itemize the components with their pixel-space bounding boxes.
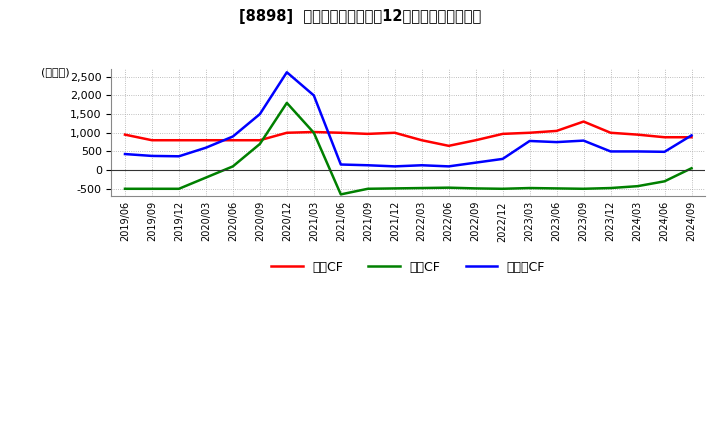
営業CF	[256, 138, 264, 143]
フリーCF	[498, 156, 507, 161]
フリーCF	[660, 149, 669, 154]
投資CF	[660, 179, 669, 184]
投資CF	[336, 192, 345, 197]
営業CF	[310, 129, 318, 135]
Line: フリーCF: フリーCF	[125, 72, 691, 166]
営業CF	[552, 128, 561, 133]
フリーCF	[310, 93, 318, 98]
営業CF	[175, 138, 184, 143]
フリーCF	[390, 164, 399, 169]
フリーCF	[472, 160, 480, 165]
営業CF	[472, 138, 480, 143]
フリーCF	[256, 111, 264, 117]
営業CF	[390, 130, 399, 136]
投資CF	[580, 186, 588, 191]
フリーCF	[580, 138, 588, 143]
フリーCF	[282, 70, 291, 75]
投資CF	[121, 186, 130, 191]
投資CF	[228, 164, 237, 169]
投資CF	[364, 186, 372, 191]
営業CF	[633, 132, 642, 137]
フリーCF	[336, 162, 345, 167]
営業CF	[228, 138, 237, 143]
営業CF	[121, 132, 130, 137]
投資CF	[148, 186, 156, 191]
投資CF	[633, 183, 642, 189]
投資CF	[606, 185, 615, 191]
フリーCF	[121, 151, 130, 157]
営業CF	[526, 130, 534, 136]
投資CF	[526, 185, 534, 191]
営業CF	[687, 135, 696, 140]
営業CF	[660, 135, 669, 140]
フリーCF	[364, 163, 372, 168]
投資CF	[552, 186, 561, 191]
投資CF	[444, 185, 453, 191]
Text: [8898]  キャッシュフローの12か月移動合計の推移: [8898] キャッシュフローの12か月移動合計の推移	[239, 9, 481, 24]
営業CF	[580, 119, 588, 124]
Line: 営業CF: 営業CF	[125, 121, 691, 146]
営業CF	[444, 143, 453, 148]
フリーCF	[687, 133, 696, 138]
投資CF	[282, 100, 291, 106]
フリーCF	[444, 164, 453, 169]
営業CF	[418, 138, 426, 143]
フリーCF	[418, 163, 426, 168]
フリーCF	[606, 149, 615, 154]
営業CF	[498, 131, 507, 136]
営業CF	[202, 138, 210, 143]
営業CF	[606, 130, 615, 136]
営業CF	[282, 130, 291, 136]
投資CF	[418, 185, 426, 191]
投資CF	[498, 186, 507, 191]
投資CF	[175, 186, 184, 191]
投資CF	[310, 130, 318, 136]
フリーCF	[175, 154, 184, 159]
投資CF	[390, 186, 399, 191]
営業CF	[364, 131, 372, 136]
投資CF	[256, 141, 264, 147]
営業CF	[148, 138, 156, 143]
Line: 投資CF: 投資CF	[125, 103, 691, 194]
フリーCF	[202, 145, 210, 150]
投資CF	[472, 186, 480, 191]
投資CF	[687, 165, 696, 171]
Legend: 営業CF, 投資CF, フリーCF: 営業CF, 投資CF, フリーCF	[266, 256, 550, 279]
フリーCF	[148, 153, 156, 158]
Y-axis label: (百万円): (百万円)	[41, 67, 70, 77]
フリーCF	[526, 138, 534, 143]
フリーCF	[552, 139, 561, 145]
フリーCF	[633, 149, 642, 154]
投資CF	[202, 175, 210, 180]
営業CF	[336, 130, 345, 136]
フリーCF	[228, 134, 237, 139]
